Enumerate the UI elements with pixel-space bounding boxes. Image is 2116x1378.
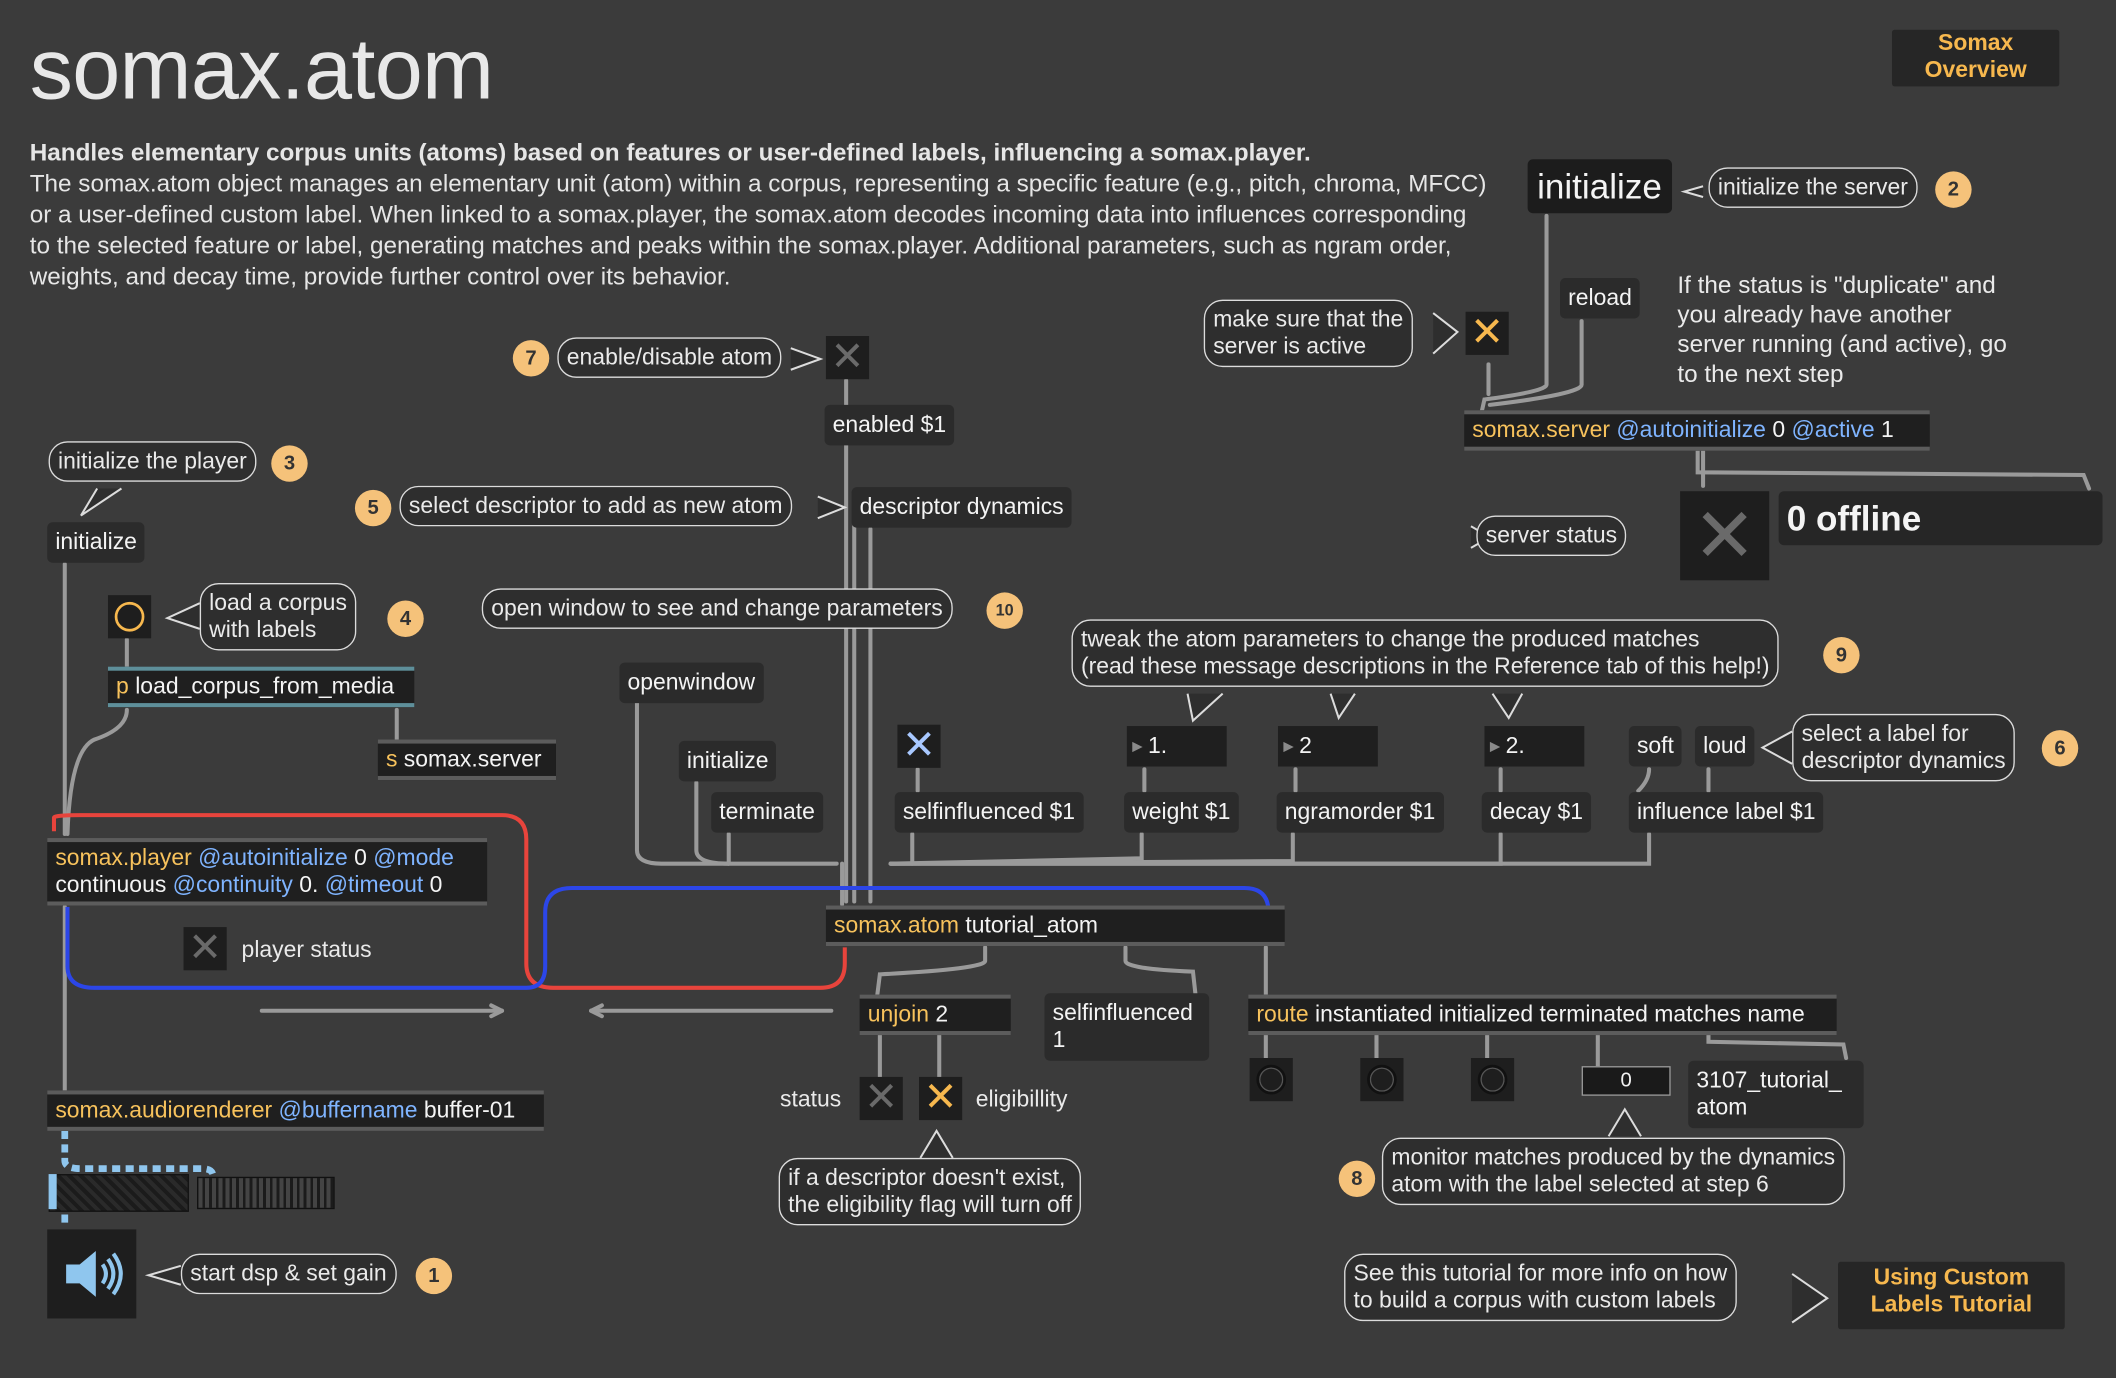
speaker-icon	[66, 1250, 123, 1297]
send-somax-server-object[interactable]: s somax.server	[377, 739, 556, 781]
openwindow-message[interactable]: openwindow	[619, 662, 764, 704]
tutorial-line1: Using Custom	[1873, 1264, 2030, 1291]
matches-number-box[interactable]: 0	[1581, 1066, 1671, 1096]
step-7-badge: 7	[512, 340, 550, 377]
step-2-badge: 2	[1935, 171, 1972, 208]
load-corpus-subpatcher[interactable]: p load_corpus_from_media	[107, 666, 415, 708]
page-title: somax.atom	[29, 20, 494, 118]
comment-monitor-matches: monitor matches produced by the dynamics…	[1381, 1137, 1845, 1206]
tutorial-line2: Labels Tutorial	[1870, 1291, 2033, 1318]
selfinfluenced-toggle[interactable]: ✕	[897, 724, 941, 768]
step-9-badge: 9	[1823, 636, 1860, 674]
comment-open-window: open window to see and change parameters	[481, 588, 953, 629]
initialize-player-message[interactable]: initialize	[47, 522, 146, 563]
ngram-number-box[interactable]: 2	[1277, 726, 1378, 767]
influence-label-message[interactable]: influence label $1	[1628, 792, 1824, 833]
comment-select-label: select a label for descriptor dynamics	[1792, 713, 2016, 782]
custom-labels-tutorial-button[interactable]: Using Custom Labels Tutorial	[1838, 1261, 2065, 1330]
ezdac-button[interactable]	[47, 1229, 137, 1319]
comment-make-sure-active: make sure that the server is active	[1203, 299, 1413, 368]
terminated-led[interactable]	[1470, 1058, 1515, 1102]
help-body: The somax.atom object manages an element…	[29, 170, 1487, 291]
step-1-badge: 1	[415, 1257, 453, 1295]
load-corpus-button[interactable]	[107, 595, 152, 639]
gain-slider[interactable]	[48, 1174, 189, 1212]
comment-enable-atom: enable/disable atom	[557, 337, 782, 378]
label-name-output[interactable]: 3107_tutorial_ atom	[1688, 1060, 1864, 1129]
step-10-badge: 10	[986, 592, 1023, 629]
weight-message[interactable]: weight $1	[1124, 792, 1239, 833]
level-meter	[197, 1176, 335, 1210]
server-active-toggle[interactable]: ✕	[1465, 311, 1509, 355]
comment-tweak-parameters: tweak the atom parameters to change the …	[1071, 619, 1780, 687]
comment-load-corpus: load a corpus with labels	[199, 582, 357, 651]
comment-initialize-server: initialize the server	[1708, 167, 1918, 208]
status-toggle[interactable]: ✕	[859, 1076, 903, 1121]
route-object[interactable]: route instantiated initialized terminate…	[1248, 994, 1837, 1036]
somax-player-object[interactable]: somax.player @autoinitialize 0 @mode con…	[47, 838, 488, 906]
decay-message[interactable]: decay $1	[1481, 792, 1592, 833]
help-summary: Handles elementary corpus units (atoms) …	[29, 138, 1311, 166]
gain-slider-thumb[interactable]	[48, 1174, 57, 1210]
comment-initialize-player: initialize the player	[48, 441, 257, 482]
initialized-led[interactable]	[1360, 1058, 1404, 1102]
comment-eligibility: eligibillity	[975, 1086, 1068, 1112]
initialize-atom-message[interactable]: initialize	[678, 740, 777, 782]
step-8-badge: 8	[1338, 1160, 1376, 1198]
comment-descriptor-missing: if a descriptor doesn't exist, the eligib…	[778, 1157, 1082, 1226]
audiorenderer-object[interactable]: somax.audiorenderer @buffername buffer-0…	[47, 1090, 544, 1131]
player-status-toggle[interactable]: ✕	[183, 926, 227, 971]
comment-player-status: player status	[241, 936, 372, 963]
comment-select-descriptor: select descriptor to add as new atom	[399, 485, 792, 527]
weight-number-box[interactable]: 1.	[1126, 726, 1227, 767]
comment-server-status: server status	[1476, 515, 1627, 556]
descriptor-dynamics-message[interactable]: descriptor dynamics	[851, 487, 1072, 528]
enabled-message[interactable]: enabled $1	[824, 404, 955, 446]
selfinfluenced-output-message[interactable]: selfinfluenced 1	[1044, 993, 1210, 1061]
comment-status: status	[780, 1086, 842, 1112]
comment-start-dsp: start dsp & set gain	[180, 1253, 397, 1295]
comment-see-tutorial: See this tutorial for more info on how to…	[1344, 1253, 1737, 1322]
step-6-badge: 6	[2041, 730, 2079, 767]
loud-label-message[interactable]: loud	[1694, 726, 1755, 767]
server-status-display: 0 offline	[1778, 491, 2103, 546]
server-status-toggle[interactable]: ✕	[1680, 491, 1770, 581]
help-description: Handles elementary corpus units (atoms) …	[30, 138, 1487, 293]
somax-overview-button[interactable]: Somax Overview	[1891, 29, 2060, 87]
step-3-badge: 3	[271, 445, 308, 482]
overview-line2: Overview	[1924, 56, 2027, 83]
somax-atom-object[interactable]: somax.atom tutorial_atom	[825, 905, 1285, 946]
initialize-server-message[interactable]: initialize	[1527, 159, 1672, 214]
soft-label-message[interactable]: soft	[1628, 726, 1683, 767]
step-4-badge: 4	[387, 600, 424, 637]
selfinfluenced-message[interactable]: selfinfluenced $1	[894, 792, 1084, 833]
decay-number-box[interactable]: 2.	[1484, 726, 1585, 767]
ngramorder-message[interactable]: ngramorder $1	[1276, 792, 1444, 833]
unjoin-object[interactable]: unjoin 2	[859, 994, 1011, 1036]
step-5-badge: 5	[354, 489, 392, 527]
somax-server-object[interactable]: somax.server @autoinitialize 0 @active 1	[1464, 410, 1930, 451]
overview-line1: Somax	[1938, 29, 2014, 56]
enable-atom-toggle[interactable]: ✕	[825, 335, 870, 380]
instantiated-led[interactable]	[1249, 1058, 1293, 1102]
reload-message[interactable]: reload	[1560, 277, 1641, 319]
terminate-message[interactable]: terminate	[711, 792, 824, 833]
eligibility-toggle[interactable]: ✕	[919, 1076, 963, 1121]
comment-duplicate-status: If the status is "duplicate" and you alr…	[1677, 271, 2007, 388]
